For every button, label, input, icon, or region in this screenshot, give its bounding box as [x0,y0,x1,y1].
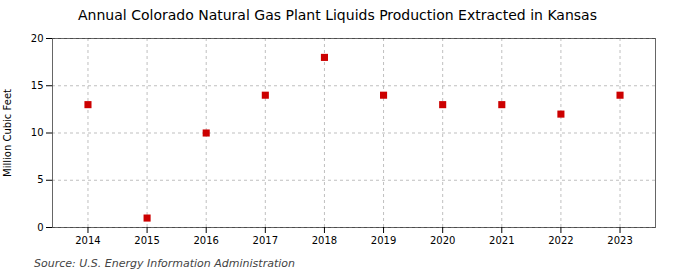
svg-text:2020: 2020 [430,235,455,246]
svg-text:10: 10 [31,127,44,138]
svg-text:0: 0 [37,222,43,233]
svg-text:5: 5 [37,174,43,185]
html-text:Annual Colorado Natural Gas Pl: Annual Colorado Natural Gas Plant Liquid… [78,7,597,23]
svg-text:2021: 2021 [489,235,514,246]
svg-text:2014: 2014 [75,235,100,246]
svg-text:20: 20 [31,33,44,44]
svg-text:15: 15 [31,80,44,91]
html-text:Source: U.S. Energy Informatio: Source: U.S. Energy Information Administ… [34,257,295,270]
svg-text:2018: 2018 [312,235,337,246]
svg-text:2016: 2016 [193,235,218,246]
svg-text:2017: 2017 [253,235,278,246]
svg-text:2019: 2019 [371,235,396,246]
svg-text:Million Cubic Feet: Million Cubic Feet [2,89,13,177]
svg-text:2022: 2022 [548,235,573,246]
svg-text:2023: 2023 [607,235,632,246]
svg-text:2015: 2015 [134,235,159,246]
